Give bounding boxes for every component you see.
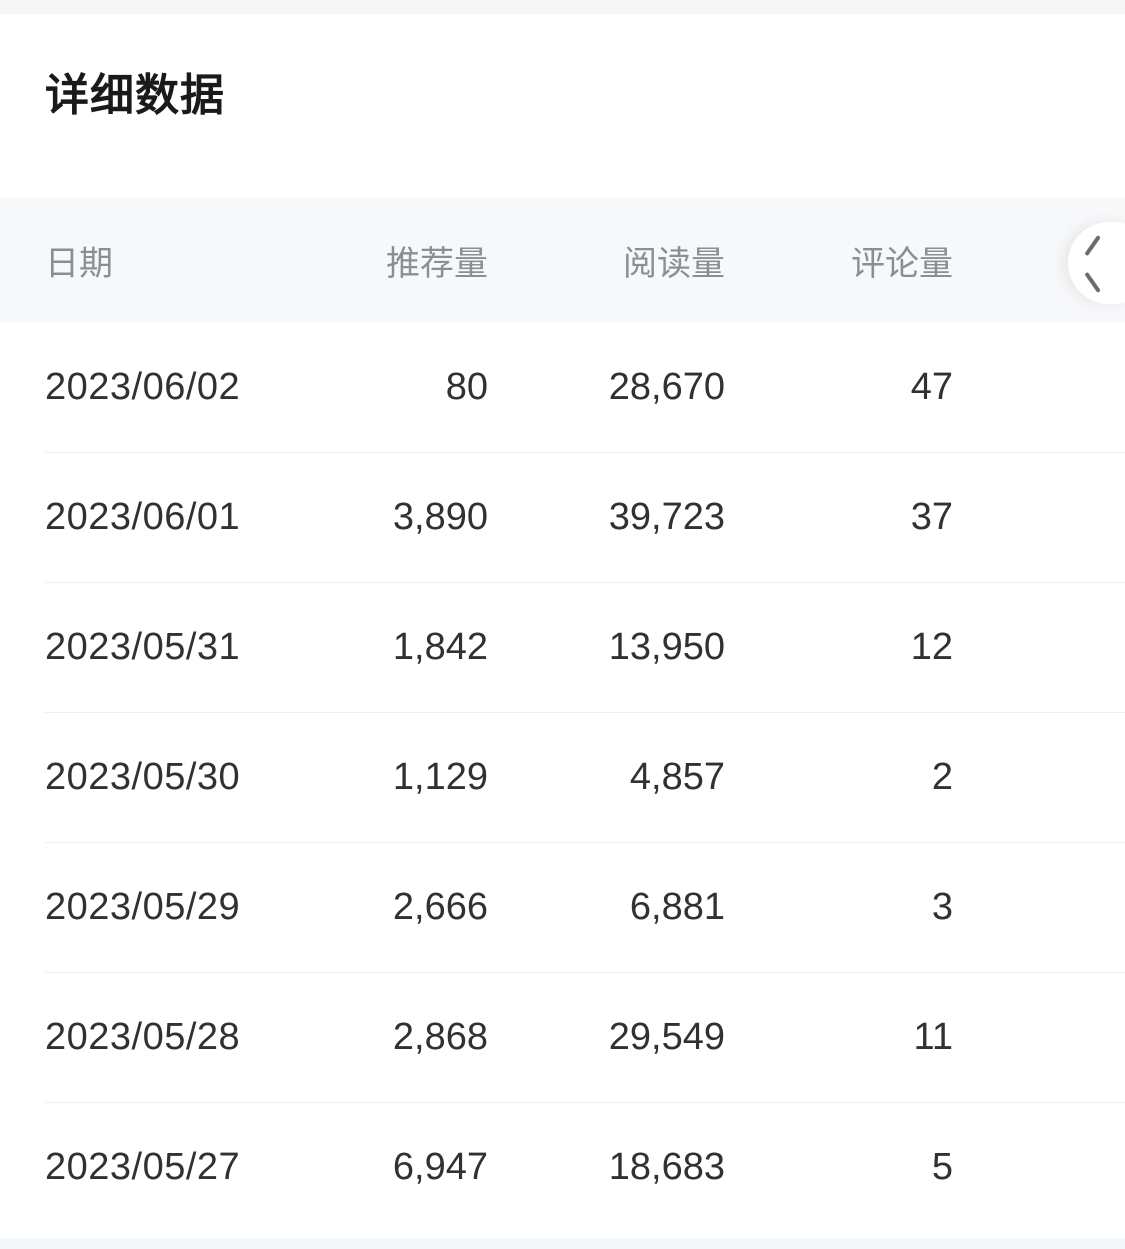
cell-recommendations: 2,868	[392, 1015, 488, 1058]
table-row[interactable]: 2023/06/01 3,890 39,723 37 1	[0, 452, 1125, 582]
cell-reads: 4,857	[629, 755, 725, 798]
cell-date: 2023/06/02	[45, 365, 241, 408]
page-title: 详细数据	[45, 71, 225, 120]
cell-comments: 47	[910, 365, 953, 408]
cell-reads: 28,670	[608, 365, 725, 408]
detail-data-table: 日期 推荐量 阅读量 评论量 转 2023/06/02 80 28,670 47…	[0, 198, 1125, 1232]
table-row[interactable]: 2023/05/28 2,868 29,549 11 1	[0, 972, 1125, 1102]
cell-recommendations: 80	[445, 365, 488, 408]
cell-reads: 29,549	[608, 1015, 725, 1058]
chevron-left-icon	[1084, 244, 1106, 282]
cell-date: 2023/05/27	[45, 1145, 241, 1188]
scroll-left-button[interactable]	[1068, 222, 1125, 304]
column-header-reads[interactable]: 阅读量	[623, 244, 725, 283]
top-ambient-strip	[0, 0, 1125, 14]
table-row[interactable]: 2023/05/31 1,842 13,950 12	[0, 582, 1125, 712]
table-row[interactable]: 2023/05/30 1,129 4,857 2	[0, 712, 1125, 842]
cell-date: 2023/05/30	[45, 755, 241, 798]
cell-extra-clipped	[1000, 712, 1125, 842]
cell-extra-clipped	[1000, 582, 1125, 712]
table-header-row: 日期 推荐量 阅读量 评论量 转	[0, 198, 1125, 322]
cell-extra-clipped: 1	[1000, 972, 1125, 1102]
column-header-recommendations[interactable]: 推荐量	[386, 244, 488, 283]
cell-date: 2023/05/29	[45, 885, 241, 928]
cell-reads: 39,723	[608, 495, 725, 538]
cell-extra-clipped	[1000, 1102, 1125, 1232]
column-header-comments[interactable]: 评论量	[851, 244, 953, 283]
bottom-ambient-strip	[0, 1238, 1125, 1249]
cell-comments: 3	[931, 885, 953, 928]
table-row[interactable]: 2023/05/29 2,666 6,881 3	[0, 842, 1125, 972]
cell-extra-clipped: 1	[1000, 452, 1125, 582]
cell-recommendations: 6,947	[392, 1145, 488, 1188]
cell-extra-clipped	[1000, 842, 1125, 972]
table-row[interactable]: 2023/06/02 80 28,670 47	[0, 322, 1125, 452]
cell-date: 2023/05/31	[45, 625, 241, 668]
cell-comments: 2	[931, 755, 953, 798]
cell-recommendations: 1,842	[392, 625, 488, 668]
cell-comments: 37	[910, 495, 953, 538]
cell-recommendations: 2,666	[392, 885, 488, 928]
cell-comments: 5	[931, 1145, 953, 1188]
cell-date: 2023/05/28	[45, 1015, 241, 1058]
cell-comments: 12	[910, 625, 953, 668]
cell-reads: 18,683	[608, 1145, 725, 1188]
table-row[interactable]: 2023/05/27 6,947 18,683 5	[0, 1102, 1125, 1232]
cell-comments: 11	[913, 1015, 953, 1058]
cell-recommendations: 3,890	[392, 495, 488, 538]
cell-reads: 13,950	[608, 625, 725, 668]
cell-date: 2023/06/01	[45, 495, 241, 538]
column-header-date[interactable]: 日期	[45, 244, 113, 283]
cell-extra-clipped	[1000, 322, 1125, 452]
cell-reads: 6,881	[629, 885, 725, 928]
cell-recommendations: 1,129	[392, 755, 488, 798]
